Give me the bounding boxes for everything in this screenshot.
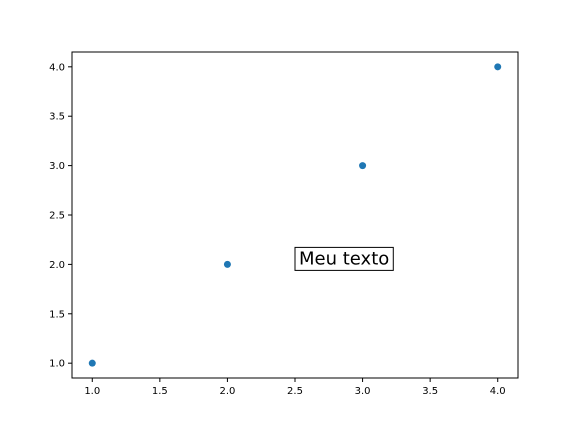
y-tick-label: 3.0 [49, 161, 65, 172]
y-axis-ticks: 1.0 1.5 2.0 2.5 3.0 3.5 4.0 [49, 62, 72, 370]
annotations: Meu texto [294, 246, 394, 271]
x-tick-label: 1.0 [84, 386, 100, 397]
scatter-points [88, 63, 502, 367]
y-tick-label: 1.5 [49, 309, 65, 320]
x-axis-ticks: 1.0 1.5 2.0 2.5 3.0 3.5 4.0 [84, 378, 506, 397]
annotation-box [294, 246, 394, 271]
y-tick-label: 2.0 [49, 260, 65, 271]
scatter-point [494, 63, 502, 71]
scatter-point [223, 260, 231, 268]
y-tick-label: 4.0 [49, 62, 65, 73]
y-tick-label: 2.5 [49, 211, 65, 222]
x-tick-label: 2.0 [219, 386, 235, 397]
x-tick-label: 1.5 [152, 386, 168, 397]
annotation: Meu texto [294, 246, 394, 271]
y-tick-label: 1.0 [49, 359, 65, 370]
plot-area-frame [71, 51, 519, 379]
scatter-point [359, 162, 367, 170]
scatter-point [88, 359, 96, 367]
x-tick-label: 2.5 [287, 386, 303, 397]
y-tick-label: 3.5 [49, 112, 65, 123]
x-tick-label: 4.0 [490, 386, 506, 397]
annotation-text: Meu texto [299, 248, 389, 269]
x-tick-label: 3.5 [422, 386, 438, 397]
x-tick-label: 3.0 [355, 386, 371, 397]
